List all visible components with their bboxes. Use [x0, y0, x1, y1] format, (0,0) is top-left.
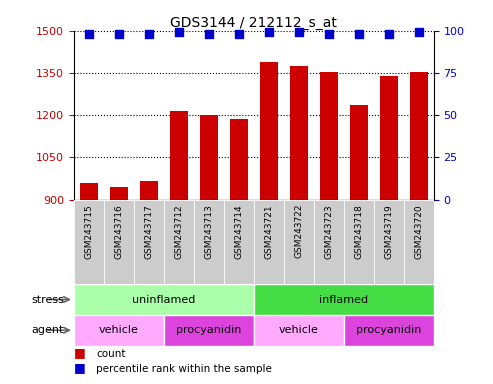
- Bar: [284, 200, 314, 284]
- Text: GSM243722: GSM243722: [294, 204, 303, 258]
- Bar: [230, 119, 248, 200]
- Point: [115, 31, 123, 37]
- Text: ■: ■: [74, 346, 86, 359]
- Text: GSM243720: GSM243720: [414, 204, 423, 258]
- Point: [385, 31, 393, 37]
- Bar: [110, 187, 128, 200]
- Point: [355, 31, 363, 37]
- Bar: [194, 200, 224, 284]
- Text: GSM243716: GSM243716: [114, 204, 123, 259]
- Text: uninflamed: uninflamed: [132, 295, 196, 305]
- Text: procyanidin: procyanidin: [176, 325, 242, 335]
- Text: GSM243714: GSM243714: [234, 204, 244, 258]
- Bar: [320, 71, 338, 200]
- Point: [295, 29, 303, 35]
- Title: GDS3144 / 212112_s_at: GDS3144 / 212112_s_at: [171, 16, 337, 30]
- Text: count: count: [96, 349, 126, 359]
- Text: GSM243719: GSM243719: [385, 204, 393, 259]
- Bar: [254, 284, 434, 315]
- Text: GSM243723: GSM243723: [324, 204, 333, 258]
- Bar: [74, 200, 104, 284]
- Text: inflamed: inflamed: [319, 295, 368, 305]
- Point: [175, 29, 183, 35]
- Bar: [380, 76, 398, 200]
- Point: [85, 31, 93, 37]
- Text: procyanidin: procyanidin: [356, 325, 422, 335]
- Bar: [314, 200, 344, 284]
- Text: vehicle: vehicle: [279, 325, 319, 335]
- Point: [205, 31, 213, 37]
- Bar: [140, 181, 158, 200]
- Bar: [170, 111, 188, 200]
- Bar: [350, 105, 368, 200]
- Bar: [104, 200, 134, 284]
- Point: [325, 31, 333, 37]
- Text: GSM243715: GSM243715: [84, 204, 94, 259]
- Point: [235, 31, 243, 37]
- Bar: [404, 200, 434, 284]
- Text: GSM243713: GSM243713: [205, 204, 213, 259]
- Bar: [80, 183, 98, 200]
- Text: percentile rank within the sample: percentile rank within the sample: [96, 364, 272, 374]
- Text: GSM243717: GSM243717: [144, 204, 153, 259]
- Text: GSM243712: GSM243712: [175, 204, 183, 258]
- Bar: [344, 200, 374, 284]
- Bar: [254, 200, 284, 284]
- Text: ■: ■: [74, 361, 86, 374]
- Bar: [344, 315, 434, 346]
- Point: [265, 29, 273, 35]
- Bar: [74, 315, 164, 346]
- Bar: [410, 71, 428, 200]
- Bar: [200, 115, 218, 200]
- Point: [415, 29, 423, 35]
- Text: stress: stress: [31, 295, 64, 305]
- Text: agent: agent: [32, 325, 64, 335]
- Bar: [224, 200, 254, 284]
- Bar: [290, 66, 308, 200]
- Point: [145, 31, 153, 37]
- Text: GSM243721: GSM243721: [264, 204, 274, 258]
- Bar: [74, 284, 254, 315]
- Bar: [134, 200, 164, 284]
- Bar: [254, 315, 344, 346]
- Bar: [164, 315, 254, 346]
- Bar: [374, 200, 404, 284]
- Text: vehicle: vehicle: [99, 325, 139, 335]
- Text: GSM243718: GSM243718: [354, 204, 363, 259]
- Bar: [260, 62, 278, 200]
- Bar: [164, 200, 194, 284]
